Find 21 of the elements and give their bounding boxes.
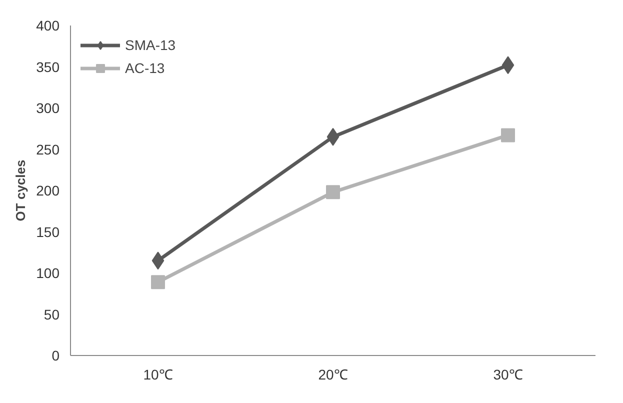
y-axis-title: OT cycles bbox=[13, 160, 28, 222]
y-tick-label: 250 bbox=[36, 141, 60, 158]
legend-label: AC-13 bbox=[125, 60, 165, 76]
point bbox=[326, 128, 340, 146]
y-tick-label: 400 bbox=[36, 18, 60, 34]
y-tick-label: 300 bbox=[36, 100, 60, 116]
point bbox=[152, 252, 164, 270]
x-tick-label: 20℃ bbox=[318, 366, 348, 382]
point bbox=[501, 128, 515, 142]
y-tick-label: 0 bbox=[52, 348, 60, 364]
x-tick-label: 30℃ bbox=[493, 366, 523, 382]
point bbox=[151, 275, 165, 290]
point bbox=[502, 56, 514, 74]
legend-label: SMA-13 bbox=[125, 37, 176, 53]
y-tick-label: 200 bbox=[36, 182, 60, 198]
y-tick-label: 50 bbox=[44, 306, 60, 322]
x-tick-label: 10℃ bbox=[143, 366, 173, 382]
y-tick-label: 150 bbox=[36, 224, 60, 240]
y-tick-label: 350 bbox=[36, 58, 60, 75]
y-tick-label: 100 bbox=[36, 265, 60, 281]
point bbox=[326, 185, 340, 200]
